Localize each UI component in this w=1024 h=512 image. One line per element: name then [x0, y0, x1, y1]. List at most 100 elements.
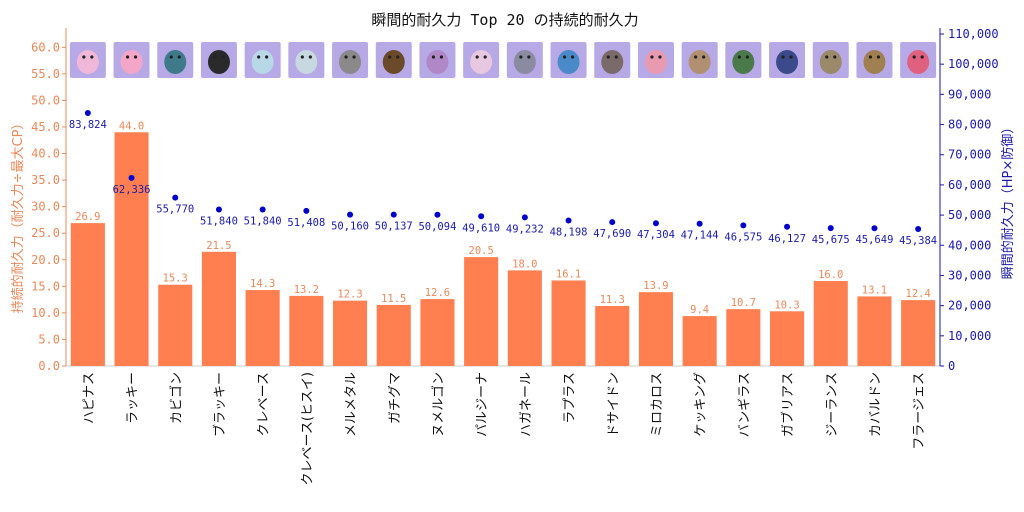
sprite-body: [732, 50, 755, 74]
avalugg-sprite: [244, 42, 281, 78]
category-label: カバルドン: [868, 372, 883, 437]
left-tick-label: 35.0: [31, 173, 60, 187]
sprite-eye: [737, 55, 741, 59]
category-label: フラージェス: [912, 372, 927, 450]
left-tick-label: 60.0: [31, 40, 60, 54]
category-label: ガチグマ: [388, 372, 403, 424]
data-point: [696, 220, 703, 227]
data-point: [565, 217, 572, 224]
point-value-label: 47,304: [637, 229, 675, 241]
sprite-body: [339, 50, 362, 74]
bar: [595, 305, 630, 366]
sprite-eye: [519, 55, 523, 59]
left-axis-label: 持続的耐久力（耐久力÷最大CP）: [10, 117, 26, 314]
sprite-eye: [868, 55, 873, 59]
bar-value-label: 12.3: [337, 289, 362, 301]
bar-value-label: 12.6: [425, 287, 450, 299]
category-label: パルジーナ: [475, 372, 490, 437]
sprite-body: [557, 50, 580, 74]
category-label: メルメタル: [344, 372, 359, 437]
palkia-origin-sprite: [463, 42, 500, 78]
left-y-axis: 0.0 5.0 10.0 15.0 20.0 25.0 30.0 35.0 40.0 45.0 50…: [31, 28, 940, 373]
sprite-eye: [344, 55, 348, 59]
right-tick-label: 100,000: [948, 57, 999, 71]
bar-value-label: 15.3: [163, 273, 188, 285]
sprite-eye: [570, 55, 575, 59]
bar-value-label: 16.0: [818, 269, 843, 281]
bar: [289, 295, 324, 366]
point-value-label: 46,127: [768, 233, 806, 245]
bar-value-label: 21.5: [206, 240, 231, 252]
category-label: ラプラス: [563, 372, 578, 424]
bar-value-label: 16.1: [556, 268, 581, 280]
bar-value-label: 13.9: [643, 280, 668, 292]
melmetal-sprite: [332, 42, 369, 78]
sprite-body: [819, 50, 842, 74]
sprite-body: [863, 50, 886, 74]
sprite-body: [426, 50, 449, 74]
sprite-eye: [825, 55, 829, 59]
bar: [770, 311, 805, 366]
sprite-eye: [562, 55, 567, 59]
sprite-eye: [745, 55, 749, 59]
bar-value-label: 18.0: [512, 258, 537, 270]
sprite-body: [120, 50, 143, 74]
category-label: ハピナス: [82, 372, 97, 424]
goodra-sprite: [419, 42, 456, 78]
data-point: [215, 206, 222, 213]
sprite-body: [776, 50, 799, 74]
right-tick-label: 40,000: [948, 238, 991, 252]
bar: [813, 281, 848, 366]
sprite-eye: [912, 55, 916, 59]
left-tick-label: 0.0: [38, 359, 60, 373]
pokemon-thumbnails: [69, 42, 937, 78]
bar: [376, 304, 411, 366]
point-value-label: 50,094: [418, 221, 456, 233]
sprite-body: [295, 50, 318, 74]
sprite-body: [907, 50, 930, 74]
steelix-sprite: [506, 42, 543, 78]
right-tick-label: 50,000: [948, 208, 991, 222]
point-value-label: 48,198: [550, 227, 588, 239]
bar-value-label: 11.3: [600, 294, 625, 306]
ursaluna-sprite: [375, 42, 412, 78]
point-value-label: 45,675: [812, 234, 850, 246]
bar: [333, 300, 368, 366]
right-tick-label: 70,000: [948, 148, 991, 162]
hisuian-avalugg-sprite: [288, 42, 325, 78]
bar-value-label: 13.1: [862, 284, 887, 296]
bar: [158, 284, 193, 366]
right-tick-label: 80,000: [948, 118, 991, 132]
bar-value-label: 26.9: [75, 211, 100, 223]
sprite-body: [207, 50, 230, 74]
left-tick-label: 55.0: [31, 67, 60, 81]
point-value-label: 51,408: [287, 217, 325, 229]
left-tick-label: 50.0: [31, 93, 60, 107]
sprite-eye: [396, 55, 400, 59]
sprite-eye: [82, 55, 86, 59]
category-label: ケッキング: [694, 372, 709, 437]
category-label: ガブリアス: [780, 372, 796, 437]
data-point: [740, 222, 747, 229]
sprite-eye: [221, 55, 225, 59]
lapras-sprite: [550, 42, 587, 78]
left-tick-label: 20.0: [31, 253, 60, 267]
data-point: [84, 110, 91, 117]
right-tick-label: 20,000: [948, 299, 991, 313]
data-point: [915, 226, 922, 233]
milotic-sprite: [637, 42, 674, 78]
sprite-eye: [308, 55, 312, 59]
data-point: [303, 207, 310, 214]
data-point: [128, 174, 135, 181]
bar: [857, 296, 892, 366]
category-label: ヌメルゴン: [430, 372, 446, 437]
category-label: クレベース: [257, 372, 272, 436]
bar: [464, 257, 499, 366]
sprite-eye: [527, 55, 531, 59]
sprite-eye: [265, 55, 269, 59]
bar-value-label: 9.4: [690, 304, 709, 316]
data-point: [434, 211, 441, 218]
right-tick-label: 0: [948, 359, 955, 373]
sprite-body: [76, 50, 99, 74]
